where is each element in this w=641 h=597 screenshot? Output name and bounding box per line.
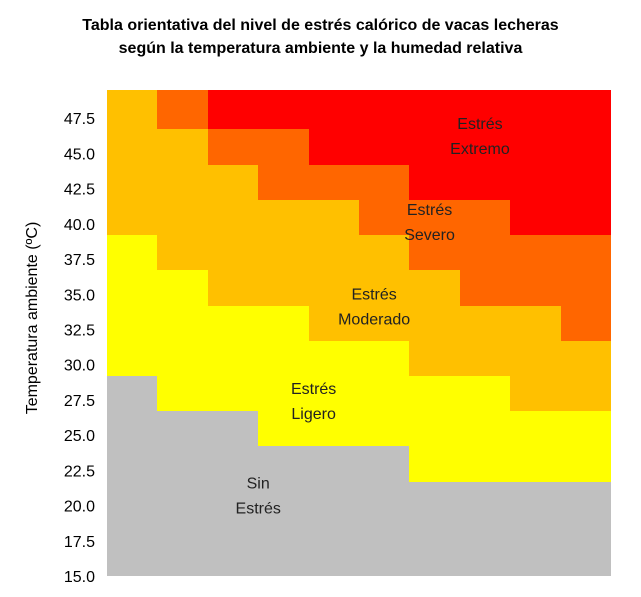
heatmap-cell-sin xyxy=(561,482,611,576)
zone-label-ligero: Estrés Ligero xyxy=(291,381,336,423)
heatmap-cell-severo xyxy=(359,165,409,235)
zone-label-moderado: Estrés Moderado xyxy=(338,287,410,329)
heatmap-cell-severo xyxy=(561,235,611,341)
y-tick-label: 37.5 xyxy=(64,252,95,269)
y-tick-label: 35.0 xyxy=(64,287,95,304)
y-tick-label: 20.0 xyxy=(64,499,95,516)
heatmap-cell-moderado xyxy=(561,341,611,411)
heatmap-cell-extremo xyxy=(561,90,611,235)
y-tick-label: 15.0 xyxy=(64,569,95,586)
heatmap-cell-severo xyxy=(157,90,208,129)
y-tick-label: 27.5 xyxy=(64,393,95,410)
heatmap-cell-ligero xyxy=(561,411,611,482)
heatmap-cell-moderado xyxy=(409,270,460,376)
heatmap-cell-severo xyxy=(208,129,258,165)
heatmap-cell-sin xyxy=(157,411,208,576)
zone-label-extremo: Estrés Extremo xyxy=(450,116,510,158)
heatmap-cell-ligero xyxy=(309,341,359,446)
y-tick-label: 47.5 xyxy=(64,111,95,128)
heatmap-cell-extremo xyxy=(460,90,510,200)
heatmap-cell-extremo xyxy=(359,90,409,165)
zone-label-sin: Sin Estrés xyxy=(236,475,281,517)
heatmap-cell-extremo xyxy=(309,90,359,165)
heatmap-cell-sin xyxy=(258,446,309,576)
heatmap-cell-ligero xyxy=(208,306,258,411)
y-tick-label: 45.0 xyxy=(64,146,95,163)
heatmap-cell-moderado xyxy=(208,165,258,306)
heatmap-cell-severo xyxy=(309,165,359,200)
heatmap-cell-sin xyxy=(359,446,409,576)
heatmap-cell-extremo xyxy=(409,90,460,200)
heatmap-cell-ligero xyxy=(409,376,460,482)
heatmap-cell-extremo xyxy=(258,90,309,129)
y-tick-label: 17.5 xyxy=(64,534,95,551)
heatmap-cell-moderado xyxy=(107,90,157,235)
heatmap-cell-ligero xyxy=(359,341,409,446)
chart-title-line1: Tabla orientativa del nivel de estrés ca… xyxy=(82,17,559,34)
heatmap-cell-ligero xyxy=(258,306,309,446)
heatmap-cell-sin xyxy=(309,446,359,576)
heatmap-cell-ligero xyxy=(460,376,510,482)
heatmap-cell-severo xyxy=(409,200,460,270)
y-tick-label: 40.0 xyxy=(64,217,95,234)
heatmap-cell-ligero xyxy=(107,235,157,376)
heatmap-cell-severo xyxy=(510,235,561,306)
heatmap-cell-sin xyxy=(460,482,510,576)
heatmap-cell-moderado xyxy=(157,129,208,270)
heatmap-cell-sin xyxy=(510,482,561,576)
y-tick-label: 25.0 xyxy=(64,428,95,445)
heatmap-cell-moderado xyxy=(309,200,359,341)
y-tick-label: 22.5 xyxy=(64,463,95,480)
heatmap-cell-sin xyxy=(208,411,258,576)
heatmap-cell-ligero xyxy=(510,411,561,482)
heatmap-cell-sin xyxy=(107,376,157,576)
heatmap-cell-extremo xyxy=(208,90,258,129)
y-tick-label: 32.5 xyxy=(64,322,95,339)
chart-title: Tabla orientativa del nivel de estrés ca… xyxy=(0,14,641,60)
y-tick-label: 30.0 xyxy=(64,358,95,375)
y-tick-label: 42.5 xyxy=(64,182,95,199)
heatmap-cell-severo xyxy=(258,129,309,200)
heatmap-cell-moderado xyxy=(359,235,409,341)
heatmap-cell-extremo xyxy=(510,90,561,235)
heatmap-cell-sin xyxy=(409,482,460,576)
heatmap-cell-moderado xyxy=(258,200,309,306)
zone-label-severo: Estrés Severo xyxy=(404,202,455,244)
heatmap-cell-severo xyxy=(460,200,510,306)
heatmap-cell-moderado xyxy=(510,306,561,411)
heatmap-cell-ligero xyxy=(157,270,208,411)
chart-title-line2: según la temperatura ambiente y la humed… xyxy=(118,40,523,57)
heatmap-cell-moderado xyxy=(460,306,510,376)
